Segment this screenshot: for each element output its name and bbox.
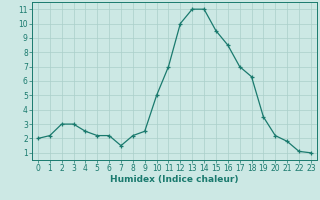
X-axis label: Humidex (Indice chaleur): Humidex (Indice chaleur): [110, 175, 239, 184]
